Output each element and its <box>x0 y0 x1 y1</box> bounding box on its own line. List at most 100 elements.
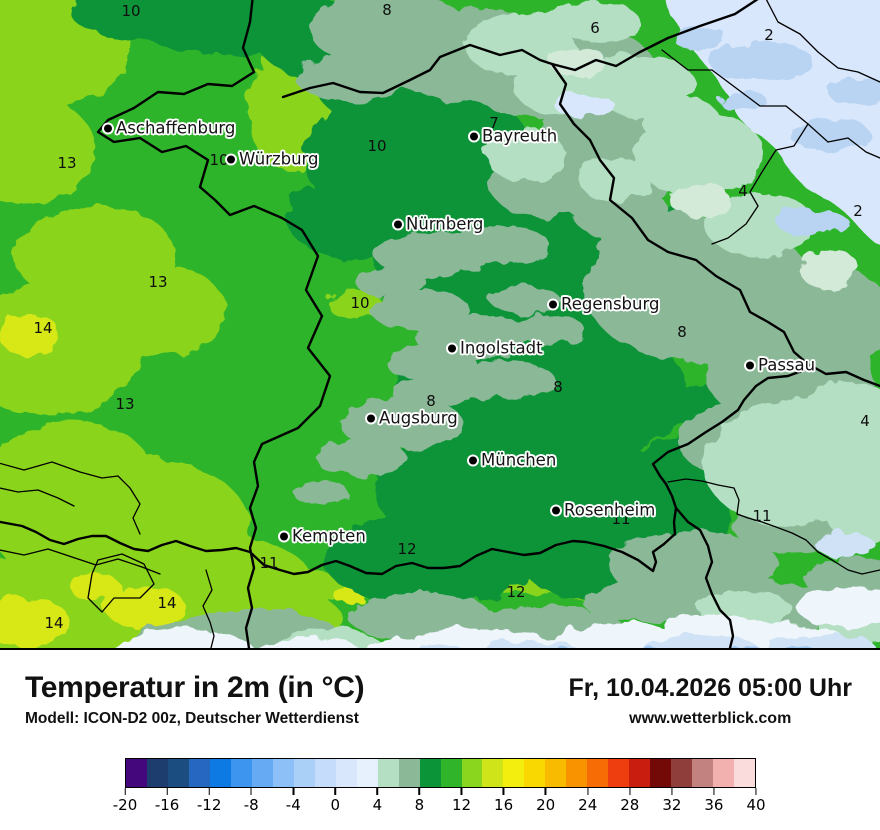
map-labels-overlay: 10 8 6 2 13 10 10 7 4 2 13 14 10 13 8 8 8 4 11 12 14 14 11 11 12… <box>33 1 869 632</box>
legend-segment-30 <box>650 759 672 787</box>
temp-value-label: 10 <box>350 294 370 312</box>
legend-tick-24: 24 <box>578 788 597 814</box>
legend-segment--18 <box>146 759 168 787</box>
city-marker-passau: Passau <box>746 356 815 375</box>
tick-mark <box>334 788 337 795</box>
tick-mark <box>250 788 252 795</box>
city-name: Passau <box>758 355 816 375</box>
city-dot-icon <box>470 132 478 140</box>
temperature-map: 10 8 6 2 13 10 10 7 4 2 13 14 10 13 8 8 8 4 11 12 14 14 11 11 12… <box>0 0 880 650</box>
temp-value-label: 14 <box>44 614 64 632</box>
city-name: Augsburg <box>379 408 458 428</box>
model-info: Modell: ICON-D2 00z, Deutscher Wetterdie… <box>25 710 359 727</box>
temp-value-label: 10 <box>121 2 141 20</box>
tick-mark <box>629 788 631 795</box>
temp-value-label: 14 <box>33 319 53 337</box>
legend-segment-34 <box>692 759 714 787</box>
tick-mark <box>208 788 210 795</box>
color-scale-legend: -20 -16 -12 -8 -4 0 4 8 12 16 20 24 28 32 36 40 <box>113 758 766 814</box>
legend-segment-16 <box>503 759 525 787</box>
temp-value-label: 10 <box>209 151 229 169</box>
city-dot-icon <box>448 344 456 352</box>
city-dot-icon <box>394 220 402 228</box>
legend-segment--6 <box>272 759 294 787</box>
legend-segment--2 <box>314 759 336 787</box>
legend-tick-40: 40 <box>746 788 766 814</box>
tick-label: -8 <box>243 796 259 814</box>
tick-label: -16 <box>154 796 180 814</box>
legend-segment--12 <box>209 759 231 787</box>
city-name: Würzburg <box>239 149 319 169</box>
tick-mark <box>755 788 757 795</box>
legend-tick-20: 20 <box>536 788 555 814</box>
temperature-field <box>0 0 880 648</box>
legend-segment-22 <box>566 759 588 787</box>
legend-segment-38 <box>734 759 756 787</box>
tick-label: -12 <box>196 796 222 814</box>
temp-value-label: 12 <box>506 583 526 601</box>
city-name: Regensburg <box>561 294 660 314</box>
legend-segment--4 <box>293 759 315 787</box>
legend-tick-8: 8 <box>414 788 425 814</box>
legend-segment-4 <box>377 759 399 787</box>
city-marker-rosenheim: Rosenheim <box>552 501 655 520</box>
temp-value-label: 11 <box>259 554 279 572</box>
city-marker-augsburg: Augsburg <box>367 409 458 428</box>
city-dot-icon <box>104 124 112 132</box>
tick-label: -4 <box>285 796 301 814</box>
tick-label: 24 <box>578 796 598 814</box>
city-dot-icon <box>552 506 560 514</box>
legend-segment-18 <box>524 759 546 787</box>
legend-tick-36: 36 <box>704 788 723 814</box>
temp-value-label: 7 <box>489 114 499 132</box>
tick-label: 16 <box>494 796 514 814</box>
tick-label: 32 <box>662 796 682 814</box>
legend-segment-0 <box>335 759 357 787</box>
legend-tick--8: -8 <box>244 788 259 814</box>
legend-segment-6 <box>398 759 420 787</box>
map-svg <box>0 0 880 648</box>
legend-tick--12: -12 <box>196 788 222 814</box>
city-dot-icon <box>746 361 754 369</box>
legend-segment-12 <box>461 759 483 787</box>
legend-tick-28: 28 <box>620 788 639 814</box>
city-dot-icon <box>367 414 375 422</box>
tick-mark <box>713 788 715 795</box>
tick-label: 36 <box>704 796 724 814</box>
website-label: www.wetterblick.com <box>629 710 792 727</box>
temp-value-label: 8 <box>677 323 687 341</box>
tick-label: 0 <box>330 796 341 814</box>
legend-tick-0: 0 <box>330 788 341 814</box>
legend-segment-10 <box>440 759 462 787</box>
temp-value-label: 2 <box>853 202 863 220</box>
city-dot-icon <box>227 155 235 163</box>
city-marker-mnchen: München <box>469 451 556 470</box>
tick-label: 20 <box>536 796 556 814</box>
temp-value-label: 13 <box>57 154 77 172</box>
tick-label: 8 <box>414 796 425 814</box>
legend-tick-12: 12 <box>452 788 471 814</box>
city-name: Aschaffenburg <box>116 118 236 138</box>
legend-segment-26 <box>608 759 630 787</box>
tick-mark <box>502 788 505 795</box>
temp-value-label: 2 <box>764 26 774 44</box>
legend-segment-32 <box>671 759 693 787</box>
temp-value-label: 11 <box>611 510 631 528</box>
legend-segment--10 <box>230 759 252 787</box>
tick-mark <box>418 788 421 795</box>
state-borders <box>0 0 880 648</box>
temp-value-label: 6 <box>590 19 600 37</box>
legend-tick--4: -4 <box>286 788 301 814</box>
temp-value-label: 13 <box>148 273 168 291</box>
city-dot-icon <box>549 300 557 308</box>
legend-bar <box>125 758 756 788</box>
legend-ticks: -20 -16 -12 -8 -4 0 4 8 12 16 20 24 28 32 36 40 <box>113 788 766 814</box>
temp-value-label: 8 <box>382 1 392 19</box>
legend-segment--20 <box>126 759 147 787</box>
tick-label: -20 <box>112 796 138 814</box>
datetime-label: Fr, 10.04.2026 05:00 Uhr <box>568 674 852 702</box>
legend-segment-28 <box>629 759 651 787</box>
city-marker-wrzburg: Würzburg <box>227 150 319 169</box>
tick-mark <box>124 788 126 795</box>
